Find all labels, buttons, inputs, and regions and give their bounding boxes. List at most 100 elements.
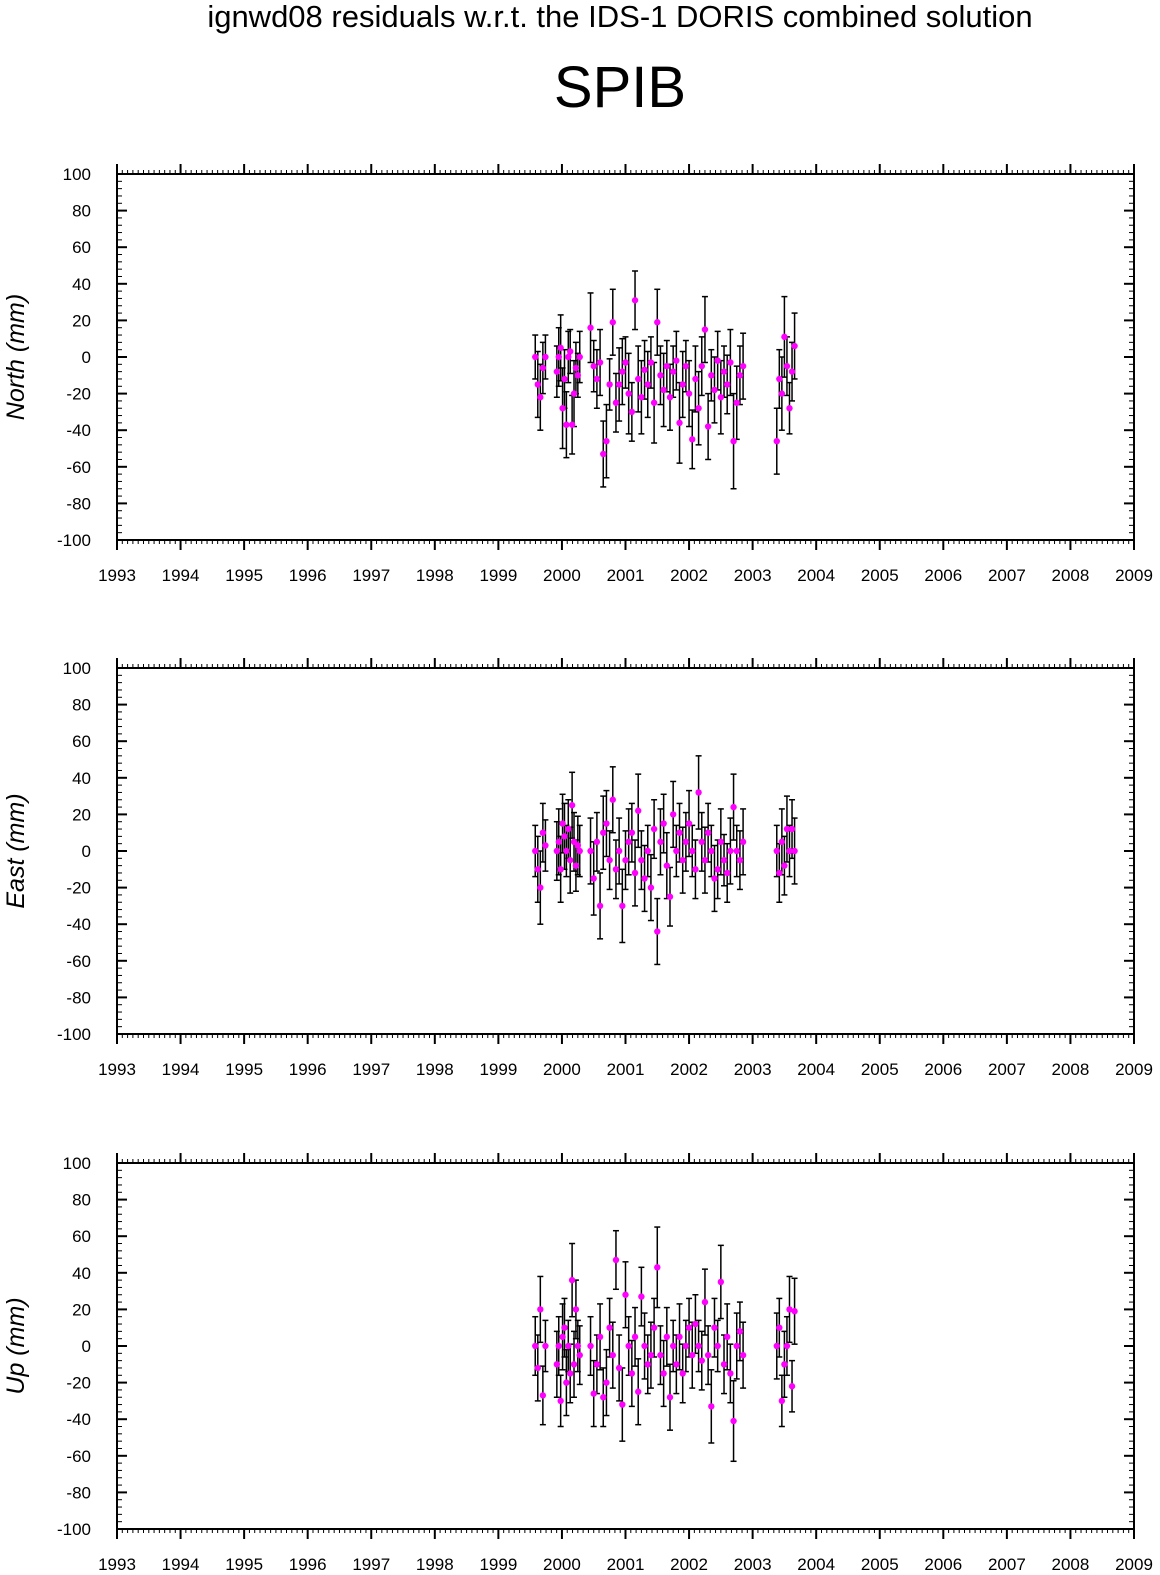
x-tick-label: 1998	[416, 1060, 454, 1079]
data-point	[791, 847, 798, 855]
data-point	[666, 893, 674, 900]
data-point	[669, 811, 677, 818]
y-tick-label: 40	[72, 769, 91, 788]
y-tick-label: 0	[82, 1337, 91, 1356]
y-tick-label: 60	[72, 1227, 91, 1246]
data-point	[609, 1351, 616, 1359]
data-point	[590, 362, 597, 370]
x-tick-label: 2008	[1052, 1555, 1090, 1574]
x-tick-label: 1997	[352, 1060, 390, 1079]
data-point	[557, 866, 564, 873]
data-point	[650, 825, 658, 833]
data-point	[619, 902, 626, 910]
data-point	[654, 1264, 661, 1271]
data-point	[603, 437, 610, 445]
x-tick-label: 1999	[479, 566, 517, 585]
data-point	[720, 856, 728, 864]
data-point	[600, 1394, 607, 1401]
data-point	[727, 1370, 734, 1377]
data-point	[736, 1328, 744, 1335]
data-point	[622, 856, 629, 864]
data-point	[619, 1401, 626, 1408]
x-tick-label: 1993	[98, 566, 136, 585]
x-tick-label: 1997	[352, 1555, 390, 1574]
data-point	[568, 1276, 576, 1284]
data-point	[730, 1417, 737, 1425]
y-tick-label: 60	[72, 238, 91, 257]
data-point	[647, 1351, 655, 1359]
data-point	[676, 1333, 683, 1341]
data-point	[679, 381, 686, 388]
data-point	[711, 1324, 718, 1331]
data-point	[776, 1324, 783, 1331]
data-point	[647, 359, 655, 366]
data-point	[666, 1394, 674, 1401]
x-tick-label: 1996	[289, 1555, 327, 1574]
data-point	[606, 856, 613, 864]
data-point	[576, 353, 583, 361]
data-point	[574, 1342, 582, 1350]
data-point	[532, 847, 539, 855]
x-tick-label: 1999	[479, 1555, 517, 1574]
data-point	[786, 405, 793, 412]
data-point	[704, 829, 712, 836]
data-point	[638, 856, 645, 864]
data-point	[537, 394, 544, 401]
data-point	[773, 847, 780, 855]
data-point	[553, 368, 561, 375]
data-point	[788, 368, 796, 375]
x-tick-label: 2003	[734, 1060, 772, 1079]
x-tick-label: 2005	[861, 1060, 899, 1079]
data-point	[587, 847, 594, 855]
x-tick-label: 2009	[1115, 566, 1153, 585]
y-tick-label: -80	[66, 494, 91, 513]
data-point	[532, 353, 539, 361]
x-tick-label: 2004	[797, 566, 835, 585]
data-point	[572, 364, 580, 372]
x-tick-label: 1998	[416, 566, 454, 585]
data-point	[673, 357, 680, 364]
y-tick-label: -40	[66, 1410, 91, 1429]
y-tick-label: -80	[66, 1483, 91, 1502]
north-axis-label: North (mm)	[2, 294, 30, 420]
data-point	[714, 357, 721, 364]
data-point	[555, 353, 562, 361]
data-point	[590, 1390, 597, 1397]
data-point	[635, 375, 642, 383]
data-point	[654, 928, 661, 935]
data-point	[788, 1383, 796, 1390]
data-point	[647, 884, 655, 891]
data-point	[689, 847, 696, 855]
y-tick-label: 100	[63, 1154, 91, 1173]
data-point	[698, 838, 705, 846]
data-point	[628, 408, 636, 416]
data-point	[692, 1320, 699, 1328]
data-point	[644, 381, 651, 388]
x-tick-label: 1999	[479, 1060, 517, 1079]
y-tick-label: -100	[57, 531, 91, 550]
data-point	[631, 869, 639, 877]
data-point	[567, 1370, 574, 1377]
data-point	[635, 1388, 642, 1395]
y-tick-label: -20	[66, 879, 91, 898]
data-point	[603, 1379, 610, 1386]
data-point	[717, 838, 725, 846]
y-tick-label: 20	[72, 311, 91, 330]
x-tick-label: 2007	[988, 1555, 1026, 1574]
data-point	[685, 390, 693, 397]
x-tick-label: 2002	[670, 1555, 708, 1574]
y-tick-label: -100	[57, 1025, 91, 1044]
data-point	[698, 1357, 705, 1364]
x-tick-label: 2005	[861, 566, 899, 585]
x-tick-label: 2006	[924, 566, 962, 585]
y-tick-label: -20	[66, 385, 91, 404]
y-tick-label: -20	[66, 1374, 91, 1393]
up-axis-label: Up (mm)	[2, 1297, 30, 1394]
data-point	[660, 1370, 667, 1377]
data-point	[739, 362, 747, 370]
x-tick-label: 2006	[924, 1555, 962, 1574]
data-point	[615, 381, 623, 388]
data-point	[689, 1351, 696, 1359]
data-point	[559, 1333, 566, 1341]
x-tick-label: 2001	[607, 1060, 645, 1079]
